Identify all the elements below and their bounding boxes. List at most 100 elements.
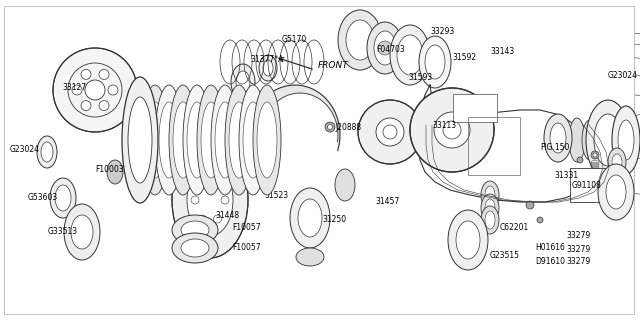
Text: 31377*A: 31377*A (250, 55, 284, 65)
Ellipse shape (335, 169, 355, 201)
Ellipse shape (236, 71, 250, 93)
Text: G53603: G53603 (28, 194, 58, 203)
Ellipse shape (298, 199, 322, 237)
Circle shape (481, 134, 491, 144)
Ellipse shape (419, 36, 451, 88)
Ellipse shape (122, 77, 158, 203)
Circle shape (378, 41, 392, 55)
Ellipse shape (231, 64, 255, 100)
Circle shape (422, 100, 432, 110)
Circle shape (477, 108, 487, 117)
Ellipse shape (290, 188, 330, 248)
Circle shape (205, 154, 214, 163)
Text: H01616: H01616 (535, 244, 565, 252)
Circle shape (230, 174, 239, 183)
Ellipse shape (41, 142, 53, 162)
Circle shape (593, 153, 597, 157)
Ellipse shape (259, 55, 277, 81)
Ellipse shape (485, 211, 495, 229)
Ellipse shape (485, 186, 495, 204)
Circle shape (181, 174, 190, 183)
Ellipse shape (544, 114, 572, 162)
Circle shape (410, 88, 494, 172)
Ellipse shape (155, 85, 183, 195)
Ellipse shape (173, 102, 193, 178)
Circle shape (422, 150, 432, 160)
Ellipse shape (169, 85, 197, 195)
Ellipse shape (181, 239, 209, 257)
Text: 33113: 33113 (432, 121, 456, 130)
Circle shape (91, 41, 99, 49)
Circle shape (181, 217, 190, 226)
Circle shape (220, 232, 228, 241)
Circle shape (447, 90, 457, 100)
Circle shape (465, 95, 474, 105)
Circle shape (413, 116, 422, 125)
Ellipse shape (128, 97, 152, 183)
Circle shape (99, 100, 109, 111)
Circle shape (99, 69, 109, 79)
Ellipse shape (243, 102, 263, 178)
Ellipse shape (456, 221, 480, 259)
Circle shape (85, 80, 105, 100)
Circle shape (81, 100, 91, 111)
Circle shape (526, 201, 534, 209)
Ellipse shape (390, 25, 430, 85)
Circle shape (385, 157, 395, 167)
Ellipse shape (594, 114, 622, 166)
Ellipse shape (448, 210, 488, 270)
Circle shape (230, 217, 239, 226)
Circle shape (191, 232, 200, 241)
Text: 33279: 33279 (566, 258, 590, 267)
Ellipse shape (239, 85, 267, 195)
Ellipse shape (64, 204, 100, 260)
Ellipse shape (481, 206, 499, 234)
Circle shape (429, 155, 440, 165)
Circle shape (413, 134, 423, 144)
Circle shape (397, 155, 406, 165)
Circle shape (113, 125, 122, 133)
Ellipse shape (338, 10, 382, 70)
Circle shape (214, 177, 221, 185)
Circle shape (355, 127, 365, 137)
Text: 31331: 31331 (554, 171, 578, 180)
Text: 31523: 31523 (264, 190, 288, 199)
Circle shape (68, 125, 77, 133)
Circle shape (364, 148, 374, 158)
Circle shape (413, 116, 423, 126)
Text: G5170: G5170 (282, 36, 307, 44)
Circle shape (214, 215, 221, 223)
Ellipse shape (197, 85, 225, 195)
Circle shape (456, 91, 466, 101)
Circle shape (477, 142, 487, 153)
Ellipse shape (145, 102, 165, 178)
Text: F10057: F10057 (232, 223, 260, 233)
Polygon shape (250, 85, 340, 150)
Circle shape (358, 100, 422, 164)
Ellipse shape (612, 106, 640, 174)
Ellipse shape (598, 164, 634, 220)
Circle shape (52, 63, 60, 71)
Text: F10003: F10003 (95, 165, 124, 174)
Circle shape (482, 125, 492, 135)
Bar (453, 94, 497, 122)
Text: 31592: 31592 (452, 52, 476, 61)
Ellipse shape (71, 215, 93, 249)
Circle shape (52, 108, 60, 116)
Bar (570, 168, 612, 202)
Circle shape (325, 122, 335, 132)
Ellipse shape (263, 60, 273, 76)
Text: G23024: G23024 (608, 70, 638, 79)
Circle shape (130, 63, 138, 71)
Circle shape (191, 196, 199, 204)
Text: G23515: G23515 (490, 251, 520, 260)
Ellipse shape (37, 136, 57, 168)
Ellipse shape (614, 126, 630, 154)
Ellipse shape (183, 85, 211, 195)
Circle shape (46, 86, 54, 94)
Ellipse shape (159, 102, 179, 178)
Circle shape (412, 125, 422, 135)
Circle shape (415, 127, 425, 137)
Ellipse shape (481, 181, 499, 209)
Circle shape (397, 99, 406, 109)
